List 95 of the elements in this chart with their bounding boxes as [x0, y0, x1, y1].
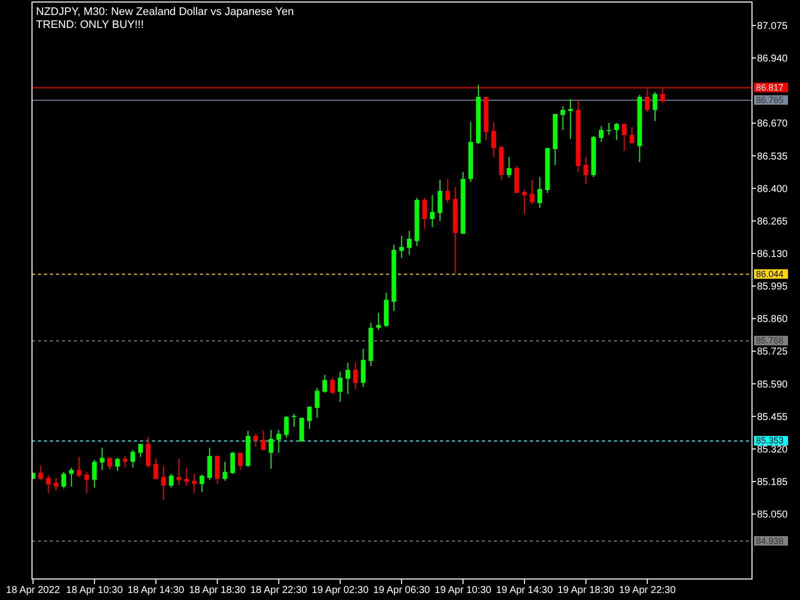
x-tick-label: 18 Apr 10:30	[66, 585, 124, 596]
candlestick	[606, 122, 612, 136]
candlestick	[268, 429, 274, 470]
y-tick-label: 86.130	[757, 248, 788, 260]
candlestick	[261, 430, 266, 450]
x-tick-label: 18 Apr 18:30	[188, 585, 246, 596]
y-tick-label: 86.670	[757, 118, 788, 130]
y-tick-label: 86.265	[757, 216, 788, 228]
y-tick-label: 85.455	[757, 412, 788, 423]
candlestick	[200, 474, 204, 492]
candlestick	[399, 235, 404, 258]
candlestick	[284, 415, 289, 438]
ref-line-label: 84.938	[756, 536, 784, 546]
candlestick	[630, 126, 634, 144]
candlestick	[69, 467, 74, 488]
candlestick	[222, 461, 228, 482]
candlestick	[376, 312, 381, 330]
candlestick	[530, 179, 534, 205]
candlestick	[491, 121, 496, 158]
candlestick	[560, 106, 566, 130]
ref-line-label: 86.765	[756, 94, 784, 105]
candlestick	[338, 371, 342, 402]
candlestick	[168, 473, 174, 488]
x-tick-label: 19 Apr 02:30	[312, 585, 369, 596]
candlestick	[346, 362, 350, 394]
candlestick	[614, 122, 619, 141]
candlestick	[115, 457, 120, 472]
candlestick	[54, 478, 58, 491]
candlestick	[215, 455, 220, 484]
candlestick	[622, 123, 627, 152]
ref-line-label: 85.353	[756, 436, 784, 446]
candlestick	[445, 178, 450, 204]
x-tick-label: 19 Apr 10:30	[434, 585, 492, 596]
x-tick-label: 18 Apr 14:30	[128, 585, 185, 596]
candlestick	[598, 126, 604, 143]
text: TREND: ONLY BUY!!!	[36, 19, 144, 31]
candlestick	[430, 194, 435, 228]
candlestick	[330, 377, 335, 394]
x-tick-label: 19 Apr 14:30	[496, 585, 554, 596]
candlestick	[146, 436, 151, 468]
y-tick-label: 85.185	[757, 477, 788, 488]
candlestick	[92, 459, 97, 488]
candlestick	[253, 433, 258, 448]
candlestick	[422, 198, 427, 230]
candlestick	[292, 413, 296, 428]
candlestick	[406, 230, 412, 256]
candlestick	[538, 176, 542, 208]
y-tick-label: 86.940	[757, 54, 788, 65]
candlestick	[84, 471, 90, 494]
candlestick	[322, 374, 328, 394]
candlestick	[360, 348, 366, 388]
y-tick-label: 85.590	[757, 379, 788, 390]
candlestick	[353, 362, 358, 390]
y-tick-label: 85.860	[757, 314, 788, 326]
candlestick	[299, 417, 304, 442]
candlestick	[161, 465, 166, 500]
x-tick-label: 19 Apr 22:30	[618, 585, 676, 596]
candlestick	[307, 406, 312, 430]
candlestick	[230, 451, 235, 474]
candlestick	[652, 92, 658, 122]
x-tick-label: 18 Apr 22:30	[250, 585, 308, 596]
y-tick-label: 87.075	[757, 20, 788, 32]
x-tick-label: 19 Apr 06:30	[373, 585, 430, 596]
candlestick	[61, 471, 66, 490]
ref-line-label: 85.768	[756, 336, 784, 346]
ref-line-label: 86.817	[756, 82, 784, 92]
candlestick	[130, 449, 136, 468]
candlestick	[176, 458, 182, 486]
candlestick	[138, 443, 143, 458]
candlestick	[46, 474, 51, 494]
y-tick-label: 86.400	[757, 184, 788, 195]
chart-title: NZDJPY, M30: New Zealand Dollar vs Japanese Yen	[36, 6, 294, 18]
candlestick	[568, 98, 573, 140]
x-tick-label: 19 Apr 18:30	[558, 585, 615, 596]
y-tick-label: 86.535	[757, 151, 788, 162]
candlestick	[207, 447, 212, 480]
candlestick	[314, 387, 320, 418]
candlestick	[154, 458, 158, 480]
candlestick	[192, 473, 197, 494]
candlestick	[522, 190, 527, 214]
y-tick-label: 85.050	[757, 510, 788, 521]
candlestick	[38, 465, 44, 480]
y-tick-label: 85.725	[757, 346, 788, 358]
ref-line-label: 86.044	[756, 268, 784, 279]
candlestick	[100, 447, 104, 470]
candlestick	[506, 156, 512, 178]
candlestick	[238, 452, 243, 470]
y-tick-label: 85.320	[757, 444, 788, 456]
y-tick-label: 85.995	[757, 282, 788, 293]
candlestick	[584, 156, 588, 185]
candlestick	[438, 179, 442, 222]
candlestick	[276, 429, 282, 454]
candlestick	[76, 456, 82, 478]
x-tick-label: 18 Apr 2022	[6, 585, 60, 596]
candlestick	[184, 467, 189, 486]
